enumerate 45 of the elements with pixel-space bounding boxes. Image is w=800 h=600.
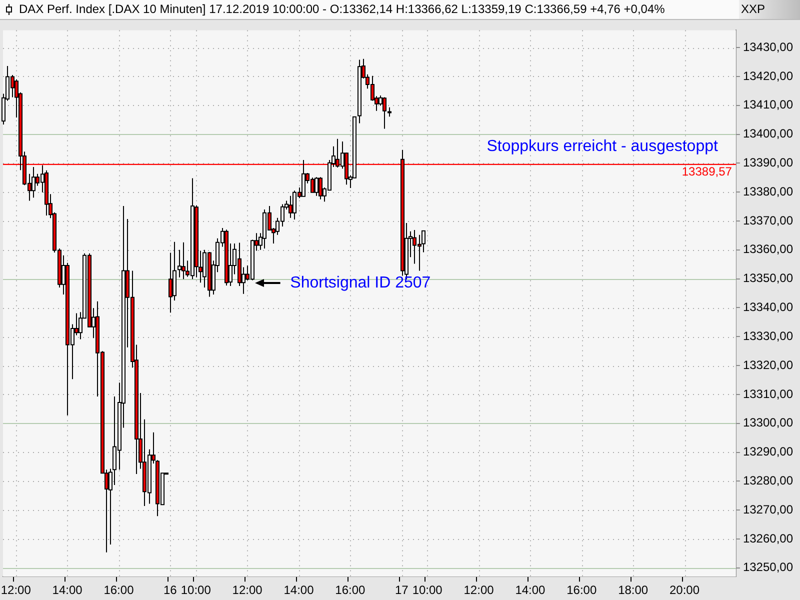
y-tick-label: 13390,00 xyxy=(742,156,794,170)
x-tick-label: 16:00 xyxy=(335,583,366,598)
x-tick-label: 14:00 xyxy=(52,583,83,598)
candlestick xyxy=(302,160,306,197)
y-tick-label: 13260,00 xyxy=(742,531,794,546)
candlestick xyxy=(314,176,318,196)
y-tick-label: 13430,00 xyxy=(742,40,794,54)
y-tick-label: 13340,00 xyxy=(742,300,794,314)
x-tick-label: 16:00 xyxy=(104,583,134,598)
chart-title: DAX Perf. Index [.DAX 10 Minuten] 17.12.2019 10:00:00 - O:13362,14 H:13366,62 L:13359,19 C:13366,59 +4,76 +0,04% xyxy=(19,1,665,18)
candlestick xyxy=(182,242,186,280)
annotation: Stoppkurs erreicht - ausgestoppt xyxy=(486,138,719,155)
y-tick-label: 13420,00 xyxy=(742,68,794,83)
y-tick-label: 13410,00 xyxy=(742,98,794,112)
y-tick-label: 13350,00 xyxy=(742,271,794,286)
x-tick-label: 14:00 xyxy=(284,583,314,598)
y-tick-label: 13290,00 xyxy=(742,444,794,459)
y-tick-label: 13310,00 xyxy=(742,386,794,401)
x-tick-label: 16 xyxy=(163,583,178,598)
text: XXP xyxy=(739,0,800,19)
candlestick xyxy=(288,195,292,218)
y-tick-label: 13370,00 xyxy=(742,213,794,228)
x-tick-label: 12:00 xyxy=(464,583,494,598)
y-tick-label: 13360,00 xyxy=(742,242,794,256)
x-tick-label: 12:00 xyxy=(0,583,32,598)
y-tick-label: 13270,00 xyxy=(742,502,794,516)
x-tick-label: 10:00 xyxy=(180,583,212,598)
y-tick-label: 13280,00 xyxy=(742,474,794,488)
candlestick xyxy=(32,166,36,198)
y-tick-label: 13330,00 xyxy=(742,328,794,343)
y-tick-label: 13380,00 xyxy=(742,184,794,198)
x-tick-label: 18:00 xyxy=(618,583,648,598)
x-tick-label: 14:00 xyxy=(515,583,546,598)
annotation: Shortsignal ID 2507 xyxy=(290,274,431,292)
y-tick-label: 13400,00 xyxy=(742,126,794,141)
ref-line-label: 13389,57 xyxy=(682,164,732,179)
x-tick-label: 20:00 xyxy=(670,583,700,598)
x-tick-label: 17 xyxy=(394,583,409,598)
y-tick-label: 13320,00 xyxy=(742,358,794,372)
y-tick-label: 13300,00 xyxy=(742,416,794,430)
y-tick-label: 13250,00 xyxy=(742,560,794,574)
candlestick xyxy=(318,176,322,200)
x-tick-label: 10:00 xyxy=(412,583,443,598)
x-tick-label: 12:00 xyxy=(232,583,263,598)
x-tick-label: 16:00 xyxy=(566,583,597,598)
